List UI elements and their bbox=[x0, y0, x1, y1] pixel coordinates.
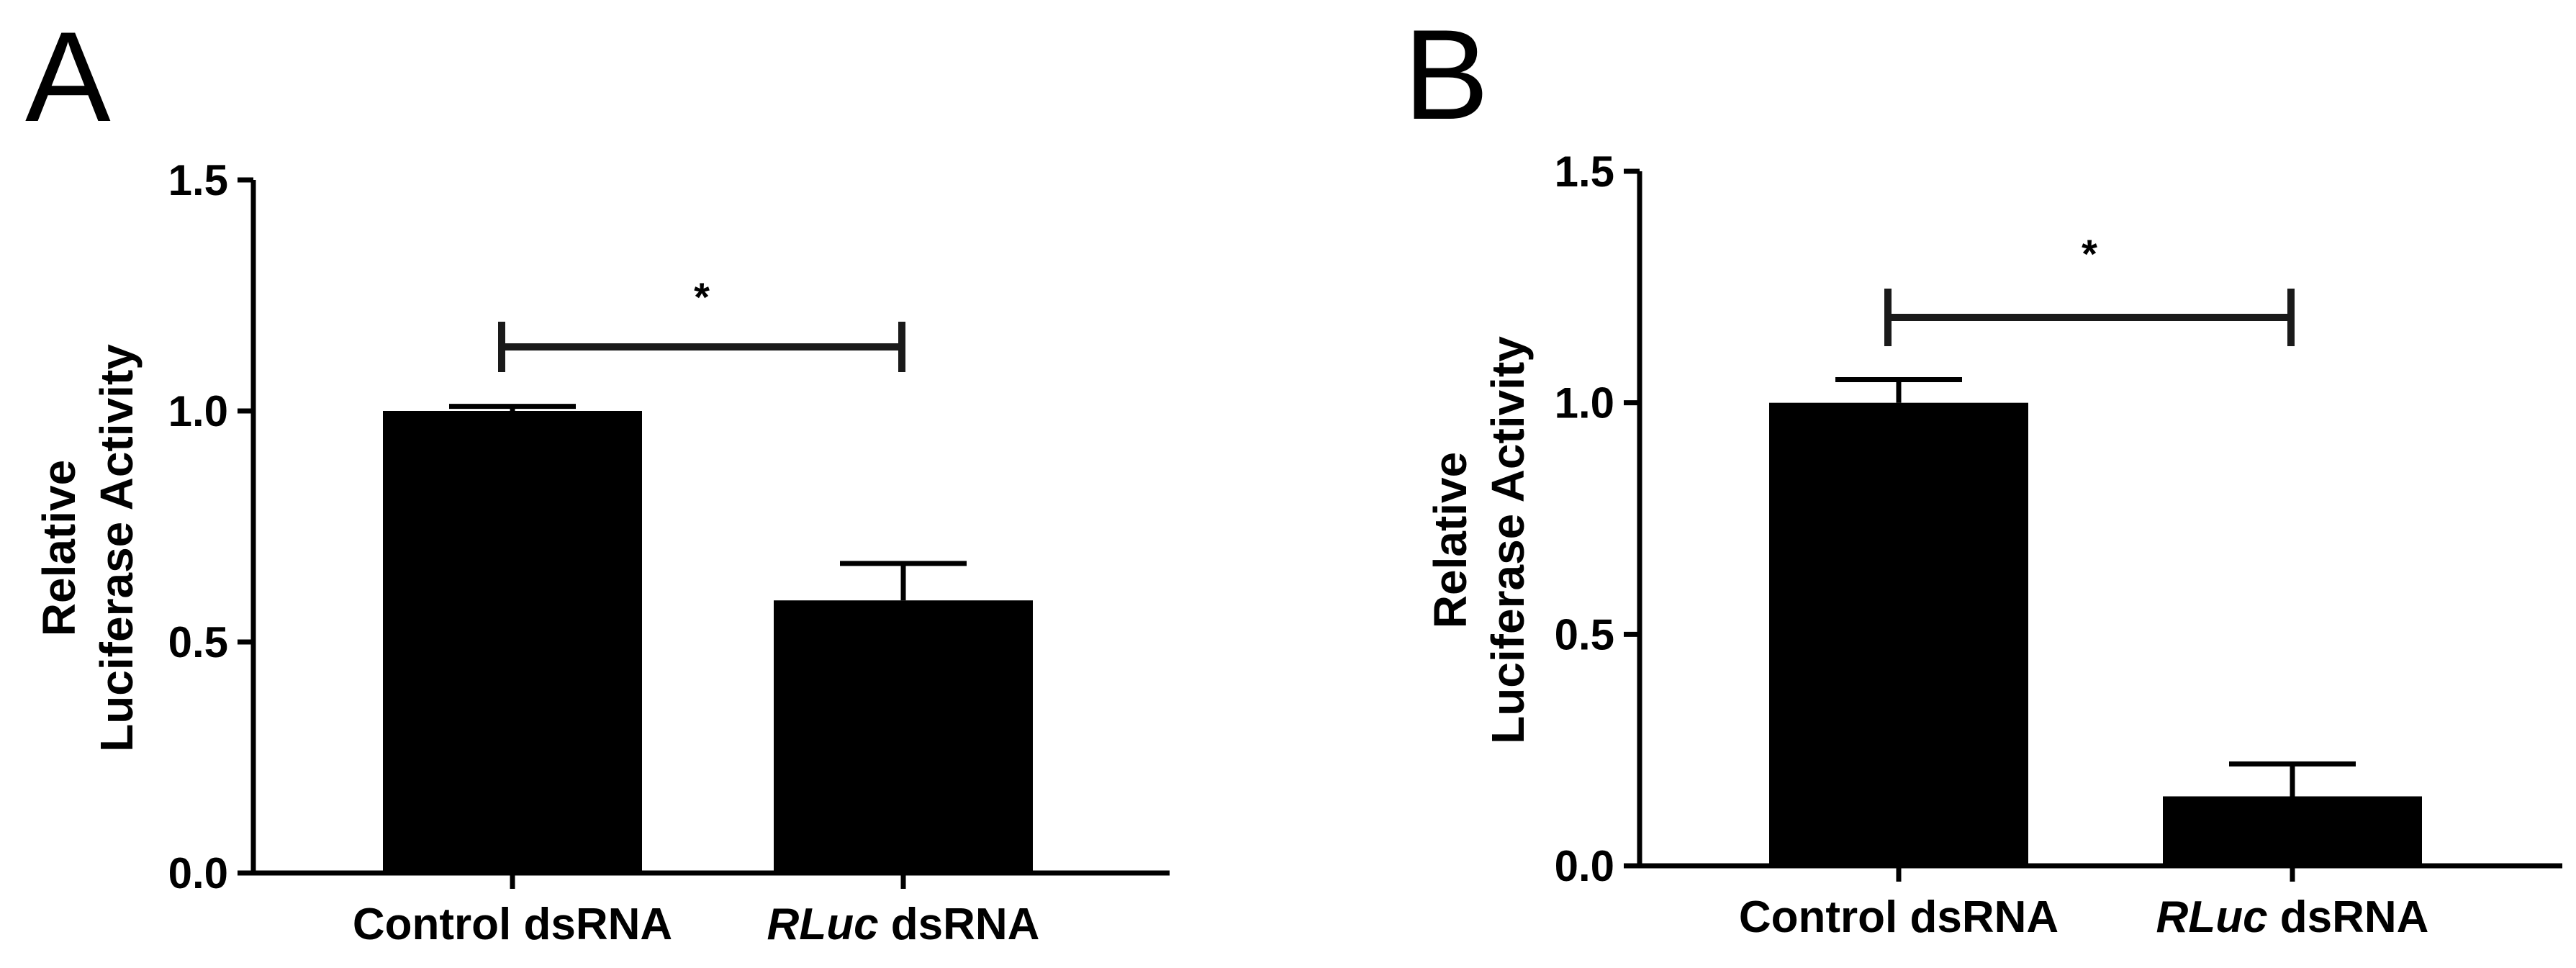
significance-star: * bbox=[694, 274, 710, 320]
y-tick-label: 0.5 bbox=[1555, 610, 1614, 659]
y-tick-label: 0.0 bbox=[1555, 842, 1614, 890]
y-tick-label: 1.5 bbox=[168, 156, 228, 204]
y-axis-title-line: Relative bbox=[1424, 452, 1476, 628]
bar bbox=[383, 411, 642, 873]
y-tick-label: 1.0 bbox=[1555, 379, 1614, 428]
y-tick-label: 1.5 bbox=[1555, 148, 1614, 196]
bar bbox=[2163, 796, 2422, 866]
y-tick-label: 1.0 bbox=[168, 387, 228, 435]
bar bbox=[774, 600, 1033, 873]
y-axis-title-line: Luciferase Activity bbox=[91, 344, 143, 752]
y-tick-label: 0.0 bbox=[168, 849, 228, 897]
y-axis-title-line: Relative bbox=[33, 460, 85, 636]
x-category-label: Control dsRNA bbox=[353, 900, 672, 949]
panel-letter: B bbox=[1404, 3, 1489, 146]
panel-a: A 0.0 0.5 1.0 1.5 Relative Luciferase Activity… bbox=[25, 5, 1170, 949]
y-axis-title-line: Luciferase Activity bbox=[1482, 336, 1534, 744]
panel-letter: A bbox=[25, 5, 111, 148]
panel-b: B 0.0 0.5 1.0 1.5 Relative Luciferase Activity… bbox=[1404, 3, 2562, 942]
x-category-label: RLuc dsRNA bbox=[767, 900, 1040, 949]
significance-star: * bbox=[2082, 231, 2097, 276]
y-tick-label: 0.5 bbox=[168, 618, 228, 666]
x-category-label: Control dsRNA bbox=[1739, 892, 2058, 942]
bar bbox=[1769, 402, 2028, 866]
x-category-label: RLuc dsRNA bbox=[2156, 892, 2429, 942]
